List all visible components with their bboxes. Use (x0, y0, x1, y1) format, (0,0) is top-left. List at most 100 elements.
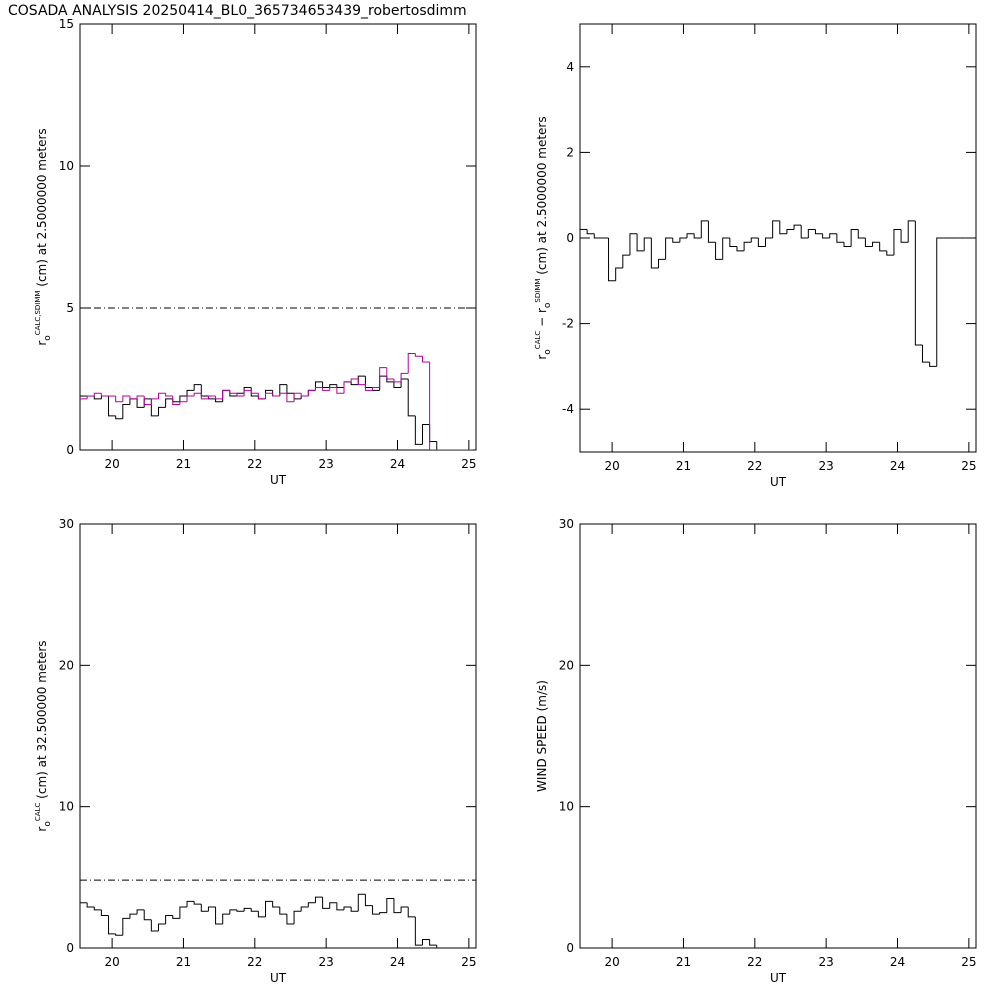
x-tick-label: 20 (604, 459, 619, 473)
step (150, 398, 159, 417)
step (143, 398, 152, 408)
step (307, 902, 316, 908)
step (215, 396, 223, 400)
step (421, 423, 430, 445)
x-tick-label: 21 (676, 955, 691, 969)
step (265, 392, 273, 399)
step (143, 396, 152, 406)
step (322, 387, 330, 391)
step (364, 384, 373, 391)
step (672, 238, 680, 243)
y-axis-label-part: CALC,SDIMM (34, 291, 42, 336)
step (772, 220, 780, 238)
step (250, 387, 259, 397)
step (286, 384, 295, 394)
step (357, 375, 366, 385)
y-tick-label: 0 (66, 443, 74, 457)
step (622, 254, 630, 268)
y-axis-label-part: (cm) at 2.5000000 meters (35, 128, 49, 290)
series-group (80, 352, 473, 450)
step (400, 378, 409, 388)
step (307, 389, 316, 397)
step (929, 362, 937, 367)
step (272, 393, 280, 397)
y-axis-label-part: r (535, 355, 549, 360)
x-tick-label: 22 (247, 955, 262, 969)
y-axis-label-part: (cm) at 2.5000000 meters (535, 116, 549, 278)
step (914, 220, 923, 346)
step (179, 395, 188, 402)
step (715, 242, 723, 260)
series-group (80, 893, 444, 948)
y-axis-label-part: CALC (534, 331, 542, 350)
step (200, 384, 209, 397)
step (357, 379, 366, 386)
step (115, 396, 123, 403)
step (372, 905, 380, 915)
step (193, 392, 202, 397)
step (779, 220, 787, 235)
y-tick-label: 10 (559, 800, 574, 814)
step (236, 909, 245, 912)
step (615, 267, 623, 281)
step (293, 393, 302, 400)
step (364, 894, 373, 907)
step (172, 396, 180, 406)
x-tick-label: 21 (676, 459, 691, 473)
step (393, 381, 402, 389)
step (421, 356, 430, 363)
step (907, 220, 916, 243)
y-axis-label-part: (cm) at 32.500000 meters (35, 640, 49, 802)
step (286, 393, 295, 403)
y-tick-label: 20 (59, 658, 74, 672)
step (193, 901, 202, 905)
x-tick-label: 21 (176, 457, 191, 471)
y-tick-label: 0 (66, 941, 74, 955)
step (129, 913, 138, 919)
y-tick-label: 10 (59, 800, 74, 814)
step (307, 389, 316, 397)
step (436, 441, 444, 450)
x-tick-label: 23 (819, 955, 834, 969)
step (207, 906, 216, 912)
step (143, 909, 152, 921)
step (272, 901, 280, 908)
step (179, 906, 188, 919)
step (400, 906, 409, 913)
step (108, 396, 116, 417)
y-tick-label: 20 (559, 658, 574, 672)
step (215, 907, 223, 925)
step (836, 233, 844, 243)
step (93, 396, 102, 400)
step (279, 907, 287, 915)
step (115, 933, 123, 936)
step (115, 415, 123, 420)
x-tick-label: 22 (247, 457, 262, 471)
step (186, 389, 195, 397)
figure-title: COSADA ANALYSIS 20250414_BL0_36573465343… (8, 3, 467, 19)
step (793, 224, 802, 230)
plot-frame (579, 23, 977, 453)
step (215, 398, 223, 403)
step (736, 246, 745, 252)
step (936, 237, 944, 367)
step (257, 393, 266, 400)
step (343, 906, 352, 910)
y-axis-label-part: r (35, 827, 49, 832)
x-tick-label: 20 (104, 457, 119, 471)
step (272, 390, 280, 397)
step (93, 392, 102, 397)
step (421, 939, 430, 946)
step (314, 896, 323, 903)
step (386, 367, 394, 380)
step (608, 238, 616, 282)
step (136, 909, 145, 915)
step (300, 906, 309, 912)
step (336, 384, 344, 389)
step (879, 242, 887, 252)
step (350, 381, 359, 386)
step (293, 910, 302, 924)
step (850, 228, 859, 247)
step (629, 233, 638, 256)
step (336, 902, 344, 911)
